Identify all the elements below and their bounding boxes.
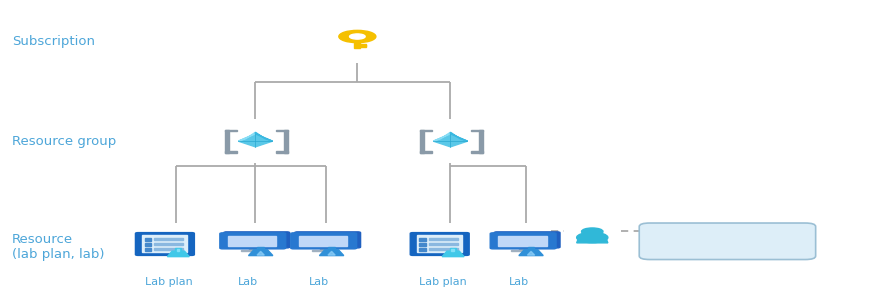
Bar (145, 243, 151, 246)
Text: Resource
(lab plan, lab): Resource (lab plan, lab) (12, 233, 104, 261)
Text: Resource group: Resource group (12, 135, 116, 148)
Text: Lab Contributor: Lab Contributor (681, 235, 774, 248)
Text: Subscription: Subscription (12, 34, 95, 48)
Polygon shape (238, 132, 255, 141)
Bar (154, 243, 183, 245)
FancyBboxPatch shape (294, 232, 360, 248)
Bar (354, 43, 360, 48)
Bar (419, 248, 425, 250)
Bar (241, 250, 265, 251)
Text: Lab: Lab (508, 277, 529, 286)
Bar (225, 130, 237, 131)
FancyBboxPatch shape (640, 223, 815, 260)
Bar (319, 248, 327, 250)
Polygon shape (257, 251, 264, 255)
Bar (417, 235, 462, 252)
Text: Lab: Lab (310, 277, 329, 286)
Bar (498, 236, 547, 246)
Polygon shape (319, 250, 343, 256)
Bar (177, 249, 178, 250)
Polygon shape (238, 134, 272, 147)
Bar (227, 236, 277, 246)
Bar (225, 151, 237, 152)
Bar (285, 130, 288, 152)
Polygon shape (442, 251, 464, 256)
FancyBboxPatch shape (224, 232, 290, 248)
Bar (420, 130, 425, 152)
Bar (143, 235, 187, 252)
Bar (420, 151, 433, 152)
FancyBboxPatch shape (291, 233, 357, 249)
Bar (328, 247, 335, 250)
Bar (154, 248, 183, 250)
Bar (360, 45, 366, 46)
Circle shape (576, 232, 607, 243)
Bar (479, 130, 483, 152)
Bar (257, 247, 264, 250)
Text: Lab plan: Lab plan (419, 277, 467, 286)
Polygon shape (519, 250, 543, 256)
Bar (429, 243, 458, 245)
Circle shape (339, 30, 376, 43)
Bar (429, 248, 458, 250)
Polygon shape (576, 236, 607, 243)
Bar (299, 236, 347, 246)
Bar (225, 130, 229, 152)
FancyBboxPatch shape (410, 232, 469, 255)
Bar (451, 249, 453, 250)
Bar (429, 238, 458, 240)
Polygon shape (255, 132, 272, 141)
Polygon shape (434, 132, 450, 141)
Bar (145, 248, 151, 250)
FancyBboxPatch shape (494, 232, 560, 248)
Bar (528, 247, 534, 250)
FancyBboxPatch shape (136, 232, 194, 255)
Circle shape (350, 34, 365, 39)
Polygon shape (450, 132, 467, 141)
FancyBboxPatch shape (219, 233, 285, 249)
Polygon shape (328, 251, 335, 255)
Polygon shape (168, 251, 189, 256)
Bar (450, 248, 456, 251)
Circle shape (582, 228, 603, 235)
Bar (471, 151, 483, 152)
Bar (154, 238, 183, 240)
Polygon shape (527, 251, 534, 255)
Bar (175, 248, 181, 251)
Polygon shape (434, 134, 467, 147)
Bar (419, 243, 425, 246)
Bar (360, 44, 366, 46)
Bar (519, 248, 527, 250)
Bar (276, 151, 288, 152)
Text: Lab plan: Lab plan (145, 277, 193, 286)
Bar (312, 250, 335, 251)
FancyBboxPatch shape (491, 233, 556, 249)
Bar (249, 248, 257, 250)
Polygon shape (249, 250, 273, 256)
Bar (276, 130, 288, 131)
Text: Lab: Lab (238, 277, 259, 286)
Bar (419, 238, 425, 241)
Bar (511, 250, 535, 251)
Bar (145, 238, 151, 241)
Bar (471, 130, 483, 131)
Bar (420, 130, 433, 131)
